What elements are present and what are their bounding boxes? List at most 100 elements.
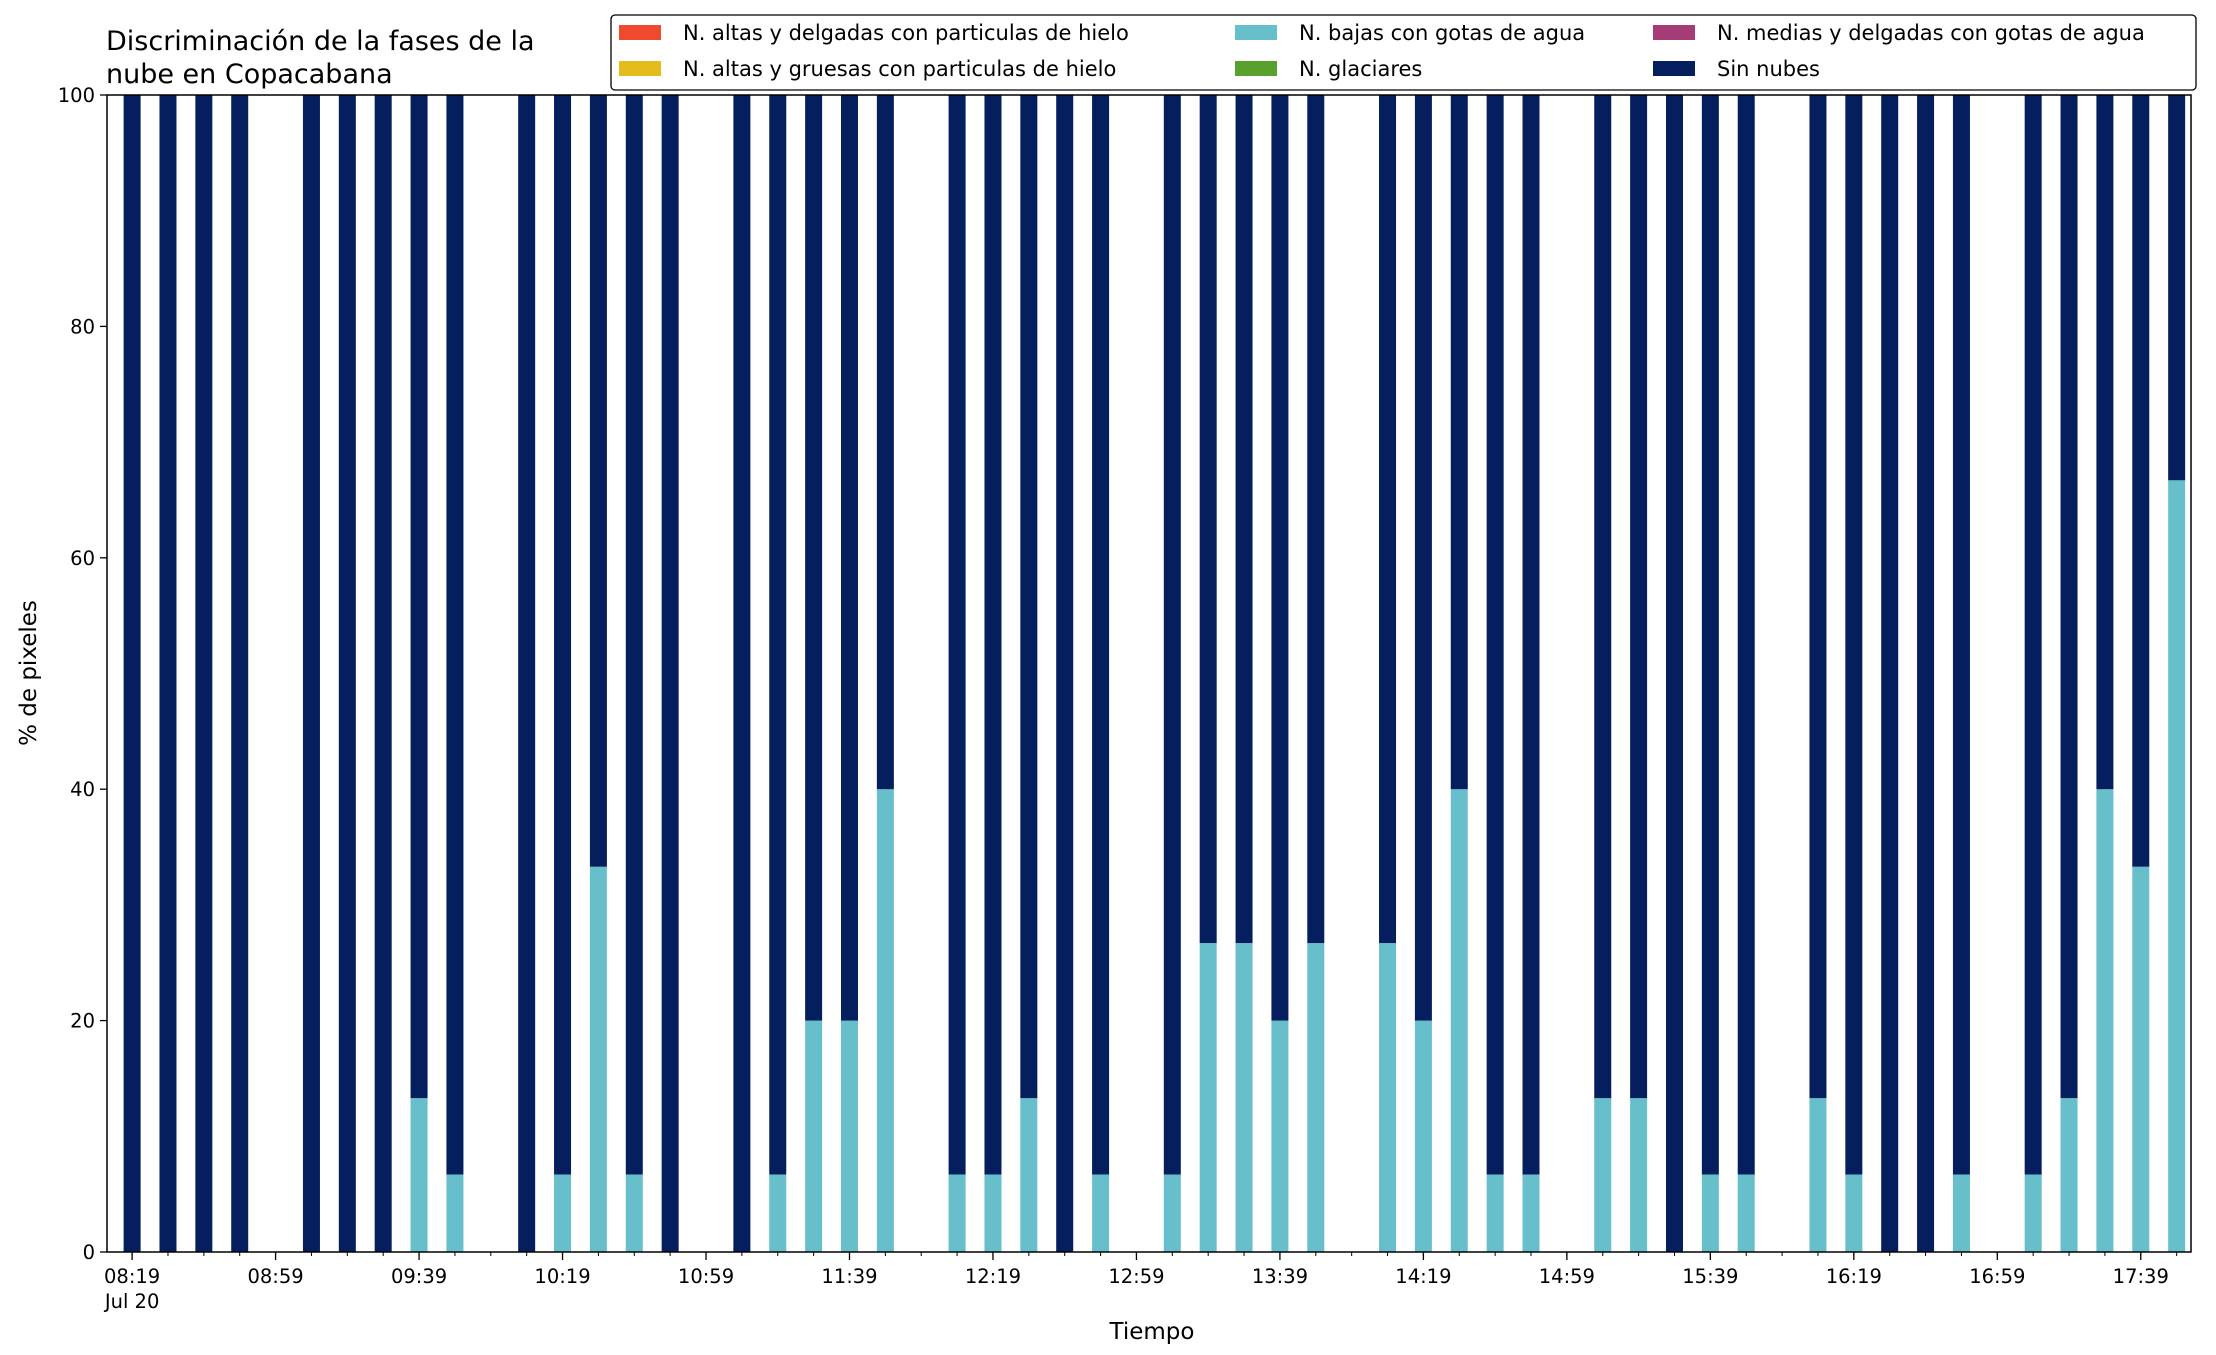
legend-box <box>610 14 2197 91</box>
bar-0829-series-5 <box>159 95 177 1252</box>
bar-0919-series-5 <box>338 95 356 1252</box>
bar-1729-series-2 <box>2096 789 2114 1252</box>
x-tick-label-1059: 10:59 <box>678 1265 734 1288</box>
y-tick-label-20: 20 <box>70 1010 95 1033</box>
legend-swatch-2 <box>1235 25 1277 40</box>
bar-1319-series-2 <box>1199 943 1217 1252</box>
bar-0849-series-5 <box>231 95 249 1252</box>
bar-1519-series-2 <box>1630 1098 1648 1252</box>
bar-1619-series-2 <box>1845 1174 1863 1252</box>
bar-1149-series-5 <box>876 95 894 790</box>
y-tick-label-80: 80 <box>70 315 95 338</box>
bar-1229-series-2 <box>1020 1098 1038 1252</box>
legend-swatch-5 <box>1653 61 1695 76</box>
bar-1149-series-2 <box>876 789 894 1252</box>
bar-1249-series-2 <box>1092 1174 1110 1252</box>
y-tick-label-0: 0 <box>83 1241 95 1264</box>
bar-1649-series-2 <box>1952 1174 1970 1252</box>
bar-1609-series-2 <box>1809 1098 1827 1252</box>
bar-1549-series-5 <box>1737 95 1755 1175</box>
bar-0929-series-5 <box>374 95 392 1252</box>
bar-1739-series-2 <box>2132 866 2150 1252</box>
bar-1529-series-5 <box>1665 95 1683 1252</box>
bar-1329-series-2 <box>1235 943 1253 1252</box>
x-tick-label-1219: 12:19 <box>965 1265 1021 1288</box>
bar-1439-series-5 <box>1486 95 1504 1175</box>
legend-swatch-4 <box>1653 25 1695 40</box>
bar-1509-series-5 <box>1594 95 1612 1099</box>
bar-1509-series-2 <box>1594 1098 1612 1252</box>
legend-swatch-1 <box>619 61 661 76</box>
bar-1309-series-2 <box>1163 1174 1181 1252</box>
bar-1539-series-5 <box>1701 95 1719 1175</box>
y-tick-label-100: 100 <box>58 84 95 107</box>
legend-label-0: N. altas y delgadas con particulas de hi… <box>683 21 1129 45</box>
legend-label-4: N. medias y delgadas con gotas de agua <box>1717 21 2145 45</box>
bar-1719-series-5 <box>2060 95 2078 1099</box>
bar-1209-series-5 <box>948 95 966 1175</box>
chart-title-line-2: nube en Copacabana <box>106 59 393 90</box>
bar-1749-series-2 <box>2168 480 2186 1252</box>
x-tick-label-1739: 17:39 <box>2113 1265 2169 1288</box>
bar-1339-series-2 <box>1271 1020 1289 1252</box>
bar-1449-series-5 <box>1522 95 1540 1175</box>
bar-1319-series-5 <box>1199 95 1217 944</box>
x-tick-sublabel-date: Jul 20 <box>103 1290 160 1313</box>
bar-1049-series-5 <box>661 95 679 1252</box>
bar-1029-series-2 <box>589 866 607 1252</box>
bar-1329-series-5 <box>1235 95 1253 944</box>
chart-title-line-1: Discriminación de la fases de la <box>106 26 535 57</box>
bar-1339-series-5 <box>1271 95 1289 1021</box>
bar-1129-series-2 <box>805 1020 823 1252</box>
bar-0939-series-5 <box>410 95 428 1099</box>
bar-1029-series-5 <box>589 95 607 867</box>
bar-1539-series-2 <box>1701 1174 1719 1252</box>
bar-1219-series-2 <box>984 1174 1002 1252</box>
plot-frame <box>106 94 2192 1253</box>
x-axis-label: Tiempo <box>1109 1319 1195 1345</box>
legend-swatch-3 <box>1235 61 1277 76</box>
bar-1309-series-5 <box>1163 95 1181 1175</box>
bar-1209-series-2 <box>948 1174 966 1252</box>
bar-1349-series-2 <box>1307 943 1325 1252</box>
bar-1549-series-2 <box>1737 1174 1755 1252</box>
x-tick-label-1659: 16:59 <box>1969 1265 2025 1288</box>
bar-1649-series-5 <box>1952 95 1970 1175</box>
x-tick-label-1339: 13:39 <box>1252 1265 1308 1288</box>
bar-1249-series-5 <box>1092 95 1110 1175</box>
bar-1009-series-5 <box>518 95 536 1252</box>
bar-1429-series-5 <box>1450 95 1468 790</box>
x-tick-label-1139: 11:39 <box>821 1265 877 1288</box>
bar-1709-series-2 <box>2024 1174 2042 1252</box>
bar-1119-series-5 <box>769 95 787 1175</box>
legend-label-5: Sin nubes <box>1717 57 1820 81</box>
bar-1229-series-5 <box>1020 95 1038 1099</box>
bar-0949-series-5 <box>446 95 464 1175</box>
y-axis: 0 20 40 60 80 100 <box>58 84 107 1264</box>
bar-1519-series-5 <box>1630 95 1648 1099</box>
bar-1039-series-5 <box>625 95 643 1175</box>
bar-1739-series-5 <box>2132 95 2150 867</box>
bar-1729-series-5 <box>2096 95 2114 790</box>
y-tick-label-60: 60 <box>70 547 95 570</box>
bar-1749-series-5 <box>2168 95 2186 481</box>
bar-1439-series-2 <box>1486 1174 1504 1252</box>
bar-0939-series-2 <box>410 1098 428 1252</box>
x-tick-label-1259: 12:59 <box>1108 1265 1164 1288</box>
x-tick-label-1019: 10:19 <box>534 1265 590 1288</box>
bar-1719-series-2 <box>2060 1098 2078 1252</box>
bar-1219-series-5 <box>984 95 1002 1175</box>
y-axis-label: % de pixeles <box>16 600 42 746</box>
bar-1119-series-2 <box>769 1174 787 1252</box>
bar-0909-series-5 <box>302 95 320 1252</box>
legend-label-1: N. altas y gruesas con particulas de hie… <box>683 57 1116 81</box>
bar-1139-series-2 <box>840 1020 858 1252</box>
bar-1419-series-5 <box>1414 95 1432 1021</box>
bar-1609-series-5 <box>1809 95 1827 1099</box>
x-tick-label-1459: 14:59 <box>1539 1265 1595 1288</box>
bar-1409-series-2 <box>1379 943 1397 1252</box>
x-tick-label-1619: 16:19 <box>1826 1265 1882 1288</box>
chart-title: Discriminación de la fases de la nube en… <box>106 26 535 90</box>
bar-1419-series-2 <box>1414 1020 1432 1252</box>
